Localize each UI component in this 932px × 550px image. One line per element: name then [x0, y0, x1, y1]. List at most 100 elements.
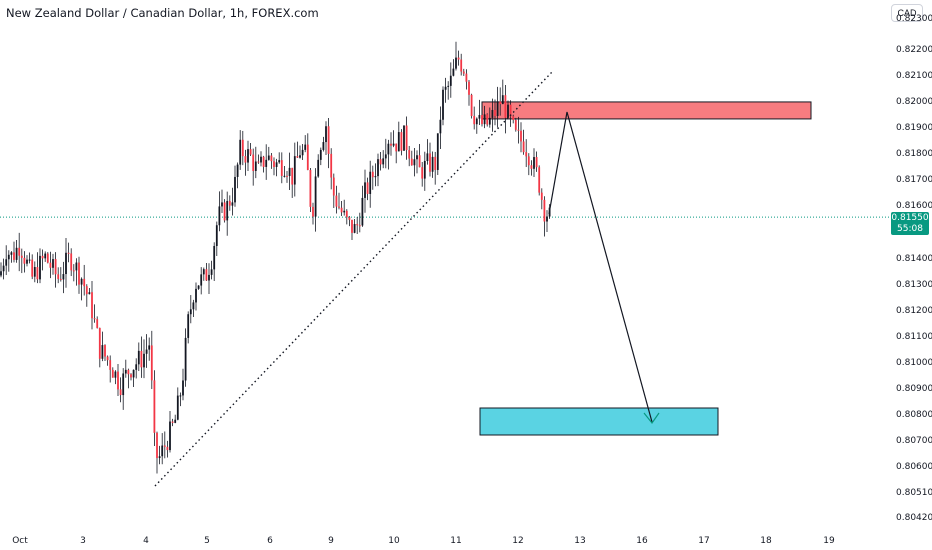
candle — [226, 191, 229, 236]
resistance-zone[interactable] — [481, 101, 812, 120]
current-price-value: 0.81550 — [891, 213, 929, 223]
candle — [478, 99, 481, 126]
candle — [13, 241, 15, 263]
candle — [166, 440, 169, 458]
candle — [59, 267, 62, 282]
candle — [15, 240, 18, 263]
candle — [174, 414, 177, 424]
candle — [2, 258, 5, 280]
candle — [210, 260, 213, 280]
candle — [65, 238, 67, 288]
candle — [54, 252, 57, 288]
candle — [124, 359, 127, 378]
y-tick-label: 0.81200 — [896, 306, 932, 316]
candle — [88, 288, 91, 295]
x-tick-label: 11 — [450, 536, 461, 546]
y-tick-label: 0.80800 — [896, 410, 932, 420]
x-tick-label: 9 — [328, 536, 334, 546]
candle — [390, 132, 392, 156]
x-tick-label: 3 — [80, 536, 86, 546]
candle — [384, 138, 387, 169]
candle — [330, 148, 333, 190]
projection-arrowhead — [643, 412, 660, 425]
candle — [247, 140, 249, 171]
candle — [340, 201, 343, 216]
trendline[interactable] — [154, 71, 553, 487]
candle — [421, 162, 424, 187]
candle — [101, 331, 104, 362]
candle — [221, 189, 223, 213]
currency-button[interactable]: CAD — [891, 4, 923, 22]
candle — [504, 85, 507, 134]
y-tick-label: 0.81700 — [896, 175, 932, 185]
candle — [23, 251, 26, 273]
candle — [496, 86, 499, 128]
candle — [345, 209, 348, 225]
candle — [213, 242, 216, 282]
candle — [423, 151, 426, 191]
candle — [117, 363, 119, 396]
candle — [249, 143, 252, 156]
candle — [72, 264, 75, 282]
candle — [377, 153, 379, 187]
candle — [418, 144, 421, 168]
candle — [106, 355, 109, 366]
candle — [501, 79, 504, 105]
candle — [62, 261, 65, 294]
candle — [189, 295, 192, 324]
candle — [78, 256, 80, 294]
candle — [163, 431, 166, 459]
candle — [187, 311, 190, 344]
candle — [546, 210, 548, 232]
candle — [538, 165, 541, 196]
candle — [104, 344, 106, 362]
x-tick-label: 6 — [267, 536, 273, 546]
candle — [18, 232, 21, 272]
candle — [449, 62, 452, 98]
candle — [364, 169, 366, 213]
candle — [397, 121, 400, 152]
candle — [52, 253, 54, 275]
candle — [293, 142, 296, 197]
candle — [431, 151, 434, 178]
candle — [223, 199, 226, 223]
candle — [356, 216, 359, 234]
candle — [322, 136, 325, 152]
candle — [36, 252, 39, 284]
candle — [426, 139, 429, 165]
candle — [309, 168, 312, 213]
candle — [543, 196, 546, 237]
candle — [499, 87, 502, 116]
candle — [215, 221, 218, 256]
candle — [158, 445, 161, 465]
candle — [57, 267, 60, 284]
candle — [33, 261, 36, 283]
candle — [270, 153, 273, 169]
candle — [291, 167, 294, 198]
candle — [171, 418, 174, 427]
candle — [436, 133, 439, 175]
candle — [265, 144, 268, 180]
candle — [153, 370, 156, 447]
candle — [148, 337, 151, 361]
candle — [410, 150, 413, 166]
candle — [143, 339, 145, 379]
projection-path[interactable] — [548, 111, 653, 423]
candle — [338, 192, 340, 210]
candle — [465, 69, 468, 90]
candle — [533, 148, 535, 178]
candle — [169, 411, 171, 453]
candle — [26, 255, 28, 267]
candle — [70, 248, 73, 277]
target-zone[interactable] — [479, 407, 719, 436]
candle — [416, 150, 418, 174]
candle — [392, 130, 395, 148]
candle — [10, 251, 13, 263]
candle — [218, 191, 221, 232]
candle — [475, 117, 478, 134]
candle — [488, 107, 491, 128]
x-tick-label: 5 — [204, 536, 210, 546]
y-tick-label: 0.81300 — [896, 280, 932, 290]
candle — [184, 328, 187, 387]
